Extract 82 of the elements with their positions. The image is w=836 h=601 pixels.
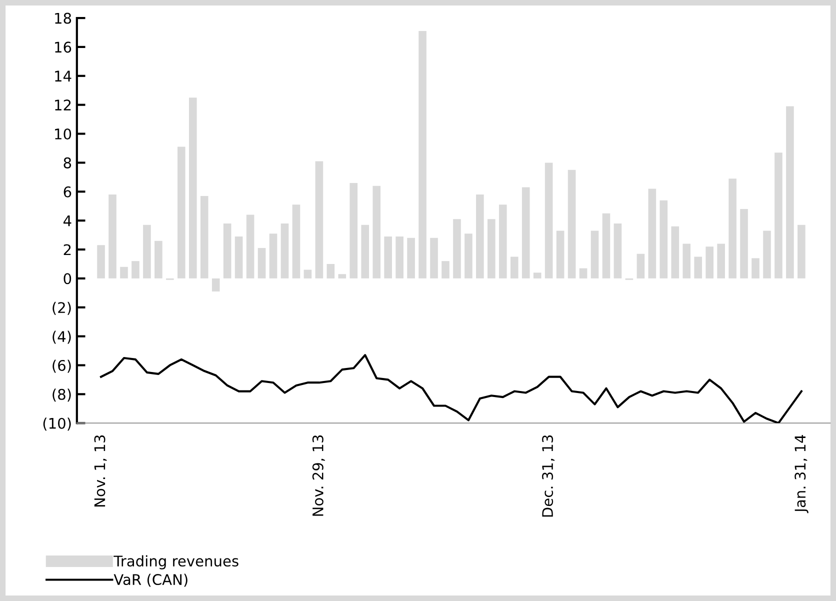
bar <box>488 219 496 278</box>
bar <box>453 219 461 278</box>
bar <box>280 223 289 278</box>
bar <box>499 204 507 278</box>
bar <box>258 248 266 278</box>
bar <box>143 224 151 278</box>
bar <box>476 194 484 278</box>
bar <box>269 234 278 278</box>
bar <box>396 236 404 278</box>
bar <box>326 264 335 278</box>
bar <box>774 152 782 278</box>
bar <box>694 256 702 278</box>
bar <box>188 98 197 278</box>
bar <box>442 261 450 278</box>
bar <box>223 223 232 278</box>
bar <box>682 244 691 278</box>
bar <box>786 106 794 278</box>
bar <box>315 161 324 278</box>
y-tick-label: 14 <box>55 70 72 82</box>
bar <box>212 278 220 292</box>
bar <box>246 214 254 278</box>
y-tick-label: (6) <box>52 360 71 373</box>
bar <box>234 236 243 278</box>
y-tick-label: 8 <box>64 157 72 168</box>
bar <box>510 256 518 278</box>
bar <box>798 224 806 278</box>
y-tick-label: 12 <box>55 100 71 110</box>
bar <box>177 146 186 278</box>
bar <box>717 244 725 278</box>
y-tick-label: 10 <box>55 128 72 140</box>
bar <box>418 31 426 278</box>
bar <box>556 230 564 278</box>
y-tick-label: (8) <box>52 388 71 402</box>
bar <box>361 224 370 278</box>
y-tick-label: 4 <box>63 215 72 226</box>
bar <box>464 234 472 278</box>
bar <box>590 230 599 278</box>
bar <box>706 246 714 278</box>
bar <box>728 178 736 278</box>
y-tick-label: 16 <box>55 42 72 53</box>
bar <box>671 226 680 278</box>
y-tick-label: 0 <box>64 273 72 284</box>
legend-label: VaR (CAN) <box>114 574 188 587</box>
y-tick-label: (10) <box>43 418 71 431</box>
bar <box>544 162 553 278</box>
bar <box>154 240 162 278</box>
bar <box>372 186 381 278</box>
x-tick-label: Nov. 1, 13 <box>94 435 107 506</box>
bar <box>407 238 415 278</box>
y-tick-label: 2 <box>64 244 71 256</box>
bar <box>752 258 760 278</box>
bar <box>522 187 530 278</box>
bar <box>132 261 140 278</box>
bar <box>338 274 346 278</box>
bar <box>200 196 208 278</box>
bar <box>292 204 300 278</box>
x-tick-label: Nov. 29, 13 <box>312 435 325 516</box>
bar <box>648 188 656 278</box>
x-tick-label: Dec. 31, 13 <box>542 435 555 517</box>
y-tick-label: (4) <box>52 330 71 344</box>
bar <box>636 254 645 278</box>
bar <box>568 170 576 278</box>
bar <box>108 194 116 278</box>
bar <box>97 245 105 278</box>
y-tick-label: 18 <box>55 12 72 24</box>
legend-label: Trading revenues <box>114 555 238 570</box>
bar <box>120 266 128 278</box>
bar <box>384 236 392 278</box>
y-tick-label: 6 <box>64 186 72 198</box>
bar <box>602 213 610 278</box>
bar <box>579 268 588 278</box>
x-tick-label: Jan. 31, 14 <box>794 435 808 514</box>
bar <box>660 200 668 278</box>
bar <box>740 208 748 278</box>
y-tick-label: (2) <box>52 302 71 315</box>
bar <box>304 270 312 278</box>
bar <box>430 238 438 278</box>
bar <box>614 223 622 278</box>
bar <box>763 230 771 278</box>
bar <box>350 182 358 278</box>
bar <box>533 272 542 278</box>
line-series <box>100 354 802 424</box>
